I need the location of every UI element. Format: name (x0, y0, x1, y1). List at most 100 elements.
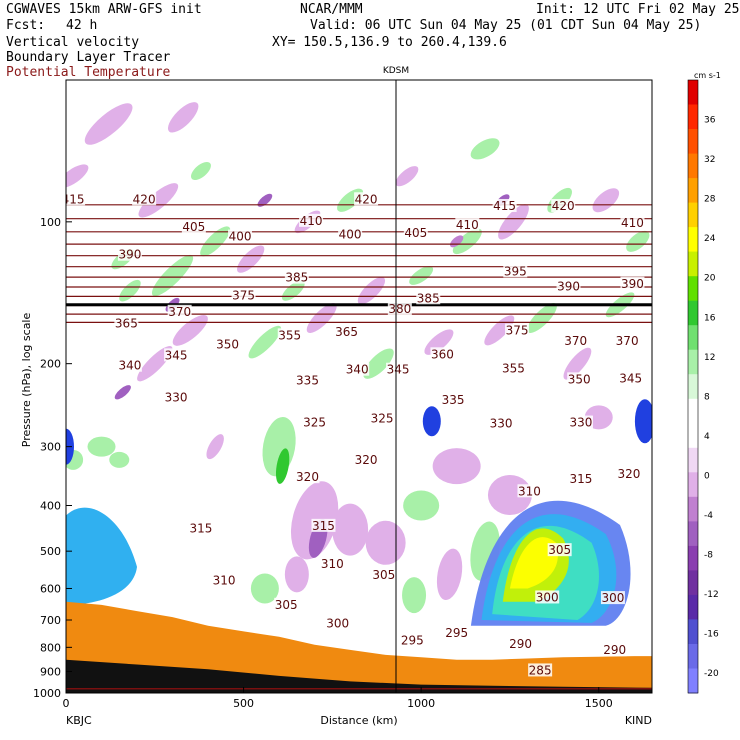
y-tick-label: 100 (40, 216, 61, 229)
theta-label-330: 330 (165, 390, 188, 404)
theta-label-390: 390 (118, 248, 141, 262)
theta-label-325: 325 (303, 416, 326, 430)
theta-label-390: 390 (557, 280, 580, 294)
field-vertical-velocity: Vertical velocity (6, 35, 140, 50)
vv-cell (237, 245, 265, 273)
theta-label-310: 310 (518, 484, 541, 498)
theta-label-300: 300 (326, 616, 349, 630)
theta-label-bg (231, 288, 256, 302)
theta-label-bg (556, 279, 581, 293)
y-tick-label: 800 (40, 641, 61, 654)
theta-label-305: 305 (548, 543, 571, 557)
theta-label-bg (164, 348, 189, 362)
theta-label-315: 315 (570, 472, 593, 486)
ground-surface (66, 659, 652, 693)
x-axis-label: Distance (km) (320, 714, 397, 727)
theta-label-bg (416, 291, 441, 305)
theta-label-380: 380 (388, 302, 411, 316)
theta-label-bg (517, 484, 542, 498)
colorbar-swatch (688, 521, 698, 547)
vv-cell (66, 164, 89, 188)
theta-label-310: 310 (213, 574, 236, 588)
theta-label-290: 290 (603, 643, 626, 657)
theta-label-385: 385 (417, 291, 440, 305)
colorbar-swatch (688, 251, 698, 277)
theta-label-bg (547, 543, 572, 557)
theta-label-bg (320, 557, 345, 571)
bl-plume-left (66, 507, 137, 605)
init-time: Init: 12 UTC Fri 02 May 25 (536, 2, 740, 17)
theta-label-bg (295, 470, 320, 484)
colorbar-swatch (688, 668, 698, 694)
station-label-kind: KIND (625, 714, 652, 727)
vv-cell (363, 348, 394, 379)
theta-label-375: 375 (232, 288, 255, 302)
y-tick-label: 1000 (33, 687, 61, 700)
theta-contours: 415 420 420 415 420 405 400 410 400 405 410 410 390 3… (62, 192, 652, 690)
theta-label-bg (311, 518, 336, 532)
colorbar-swatch (688, 178, 698, 204)
theta-label-bg (505, 323, 530, 337)
theta-label-bg (400, 633, 425, 647)
theta-label-410: 410 (621, 216, 644, 230)
theta-label-320: 320 (355, 453, 378, 467)
cross-section-xy: XY= 150.5,136.9 to 260.4,139.6 (272, 35, 507, 50)
colorbar-label: -12 (704, 590, 719, 600)
theta-label-305: 305 (275, 598, 298, 612)
colorbar-swatch (688, 447, 698, 473)
theta-label-340: 340 (118, 359, 141, 373)
y-tick-label: 700 (40, 614, 61, 627)
vv-cell (248, 325, 282, 359)
theta-label-315: 315 (312, 519, 335, 533)
valid-time: Valid: 06 UTC Sun 04 May 25 (01 CDT Sun … (310, 18, 702, 33)
y-tick-label: 500 (40, 545, 61, 558)
theta-label-bg (535, 590, 560, 604)
vv-cell (403, 490, 440, 521)
theta-label-290: 290 (509, 637, 532, 651)
theta-label-bg (567, 372, 592, 386)
updraft-plume (509, 537, 558, 589)
field-bl-tracer: Boundary Layer Tracer (6, 50, 171, 65)
vv-cell (432, 448, 481, 485)
colorbar-label: -4 (704, 511, 713, 521)
theta-label-bg (228, 229, 253, 243)
colorbar-swatch (688, 325, 698, 351)
theta-label-320: 320 (296, 470, 319, 484)
forecast-hours: 42 h (66, 18, 98, 33)
theta-label-415: 415 (62, 192, 85, 206)
model-title: CGWAVES 15km ARW-GFS init (6, 2, 202, 17)
station-label-kbjc: KBJC (66, 714, 92, 727)
axes: 0 500 1000 1500 100 200 300 400 500 600 700 800 900 1… (33, 216, 613, 710)
colorbar-swatch (688, 104, 698, 130)
vv-cell (306, 303, 337, 333)
theta-label-370: 370 (564, 334, 587, 348)
vv-cell (526, 303, 557, 333)
colorbar-label: -8 (704, 551, 713, 561)
theta-label-345: 345 (387, 363, 410, 377)
theta-label-bg (602, 643, 627, 657)
colorbar-swatch (688, 423, 698, 449)
theta-label-405: 405 (404, 226, 427, 240)
theta-label-bg (386, 362, 411, 376)
theta-label-285: 285 (529, 663, 552, 677)
theta-label-420: 420 (355, 192, 378, 206)
theta-label-bg (455, 217, 480, 231)
theta-label-bg (489, 416, 514, 430)
theta-label-300: 300 (536, 590, 559, 604)
theta-label-325: 325 (371, 412, 394, 426)
theta-label-420: 420 (133, 192, 156, 206)
y-tick-label: 200 (40, 358, 61, 371)
theta-label-300: 300 (601, 591, 624, 605)
vv-cell (409, 266, 434, 285)
colorbar-swatch (688, 374, 698, 400)
vv-cell (395, 166, 419, 187)
theta-label-bg (568, 415, 593, 429)
x-tick-label: 1500 (585, 697, 613, 710)
colorbar-swatch (688, 300, 698, 326)
theta-label-bg (354, 192, 379, 206)
colorbar-label: 32 (704, 155, 715, 165)
theta-label-420: 420 (552, 199, 575, 213)
theta-label-bg (334, 324, 359, 338)
theta-label-395: 395 (504, 264, 527, 278)
